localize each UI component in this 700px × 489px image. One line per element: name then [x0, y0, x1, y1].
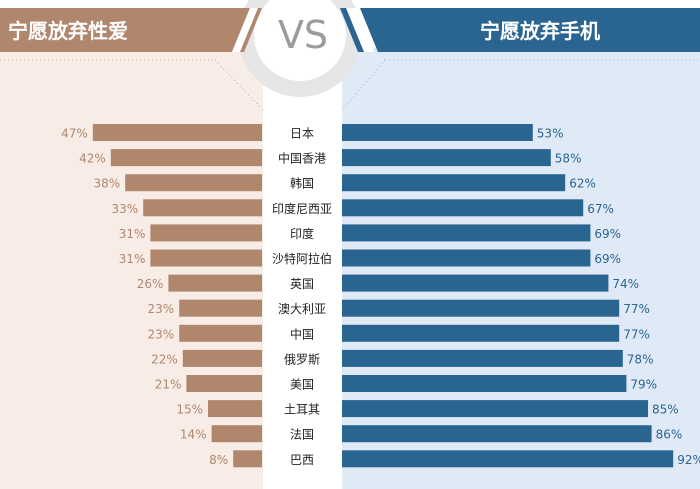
- right-value-label: 86%: [656, 428, 683, 442]
- left-value-label: 8%: [209, 453, 228, 467]
- category-label: 沙特阿拉伯: [272, 251, 332, 266]
- right-header-stripe: [346, 8, 374, 52]
- left-value-label: 14%: [180, 428, 207, 442]
- category-label: 英国: [290, 277, 314, 291]
- right-dotted-diagonal: [341, 59, 386, 111]
- right-bar: [342, 375, 627, 392]
- category-label: 俄罗斯: [284, 352, 320, 366]
- right-bar: [342, 450, 674, 468]
- left-bar: [150, 249, 262, 267]
- right-bar: [342, 199, 584, 217]
- right-bar: [342, 149, 551, 167]
- right-value-label: 77%: [623, 327, 650, 341]
- category-label: 美国: [290, 378, 314, 392]
- left-bar: [208, 400, 262, 418]
- left-bar: [150, 224, 262, 242]
- left-bar: [110, 149, 262, 167]
- category-label: 日本: [290, 127, 314, 141]
- category-label: 土耳其: [284, 403, 320, 417]
- right-value-label: 79%: [630, 378, 657, 392]
- category-label: 印度尼西亚: [272, 201, 332, 216]
- right-value-label: 74%: [612, 277, 639, 291]
- category-label: 法国: [290, 428, 314, 442]
- right-value-label: 67%: [587, 202, 614, 216]
- vs-label: VS: [278, 13, 328, 57]
- right-header-title: 宁愿放弃手机: [480, 19, 600, 43]
- right-bar: [342, 324, 620, 342]
- category-label: 巴西: [290, 453, 314, 467]
- left-value-label: 47%: [61, 127, 88, 141]
- left-header-stripe: [232, 8, 258, 52]
- left-bar: [211, 425, 262, 443]
- left-bar: [186, 375, 262, 392]
- left-value-label: 26%: [137, 277, 164, 291]
- right-value-label: 58%: [555, 152, 582, 166]
- right-panel-background: [342, 48, 700, 489]
- left-bar: [125, 174, 262, 192]
- right-bar: [342, 299, 620, 317]
- left-value-label: 15%: [176, 403, 203, 417]
- left-bar: [179, 299, 262, 317]
- category-label: 澳大利亚: [278, 302, 326, 316]
- right-value-label: 62%: [569, 177, 596, 191]
- left-bar: [179, 324, 262, 342]
- left-value-label: 33%: [112, 202, 139, 216]
- right-value-label: 77%: [623, 302, 650, 316]
- chart-marks: 日本 47% 53% 中国香港 42% 58% 韩国 38% 62% 印度尼西亚 33% 67% 印度 3…: [61, 124, 700, 468]
- vs-inner-circle: [254, 0, 346, 81]
- left-value-label: 42%: [79, 152, 106, 166]
- left-value-label: 31%: [119, 252, 146, 266]
- right-bar: [342, 249, 591, 267]
- right-value-label: 69%: [594, 252, 621, 266]
- category-label: 印度: [290, 226, 314, 241]
- right-bar: [342, 349, 623, 367]
- left-header-title: 宁愿放弃性爱: [8, 19, 128, 43]
- right-bar: [342, 174, 566, 192]
- left-value-label: 38%: [94, 177, 121, 191]
- left-bar: [182, 349, 262, 367]
- right-bar: [342, 425, 652, 443]
- left-panel-background: [0, 48, 263, 489]
- category-label: 韩国: [290, 176, 314, 191]
- right-value-label: 69%: [594, 227, 621, 241]
- left-bar: [92, 124, 262, 141]
- right-bar: [342, 274, 609, 292]
- left-value-label: 23%: [148, 302, 175, 316]
- right-header-band: [360, 8, 700, 52]
- left-bar: [168, 274, 262, 292]
- right-bar: [342, 124, 533, 141]
- category-label: 中国香港: [278, 151, 326, 166]
- left-bar: [233, 450, 262, 468]
- right-header-accent: [340, 8, 364, 52]
- left-header-accent: [240, 8, 262, 52]
- right-value-label: 78%: [627, 352, 654, 366]
- category-label: 中国: [290, 326, 314, 341]
- left-header-band: [0, 8, 250, 52]
- left-value-label: 22%: [151, 352, 178, 366]
- left-value-label: 21%: [155, 378, 182, 392]
- right-bar: [342, 400, 648, 418]
- right-value-label: 53%: [537, 127, 564, 141]
- left-value-label: 23%: [148, 327, 175, 341]
- left-bar: [143, 199, 262, 217]
- right-value-label: 85%: [652, 403, 679, 417]
- right-value-label: 92%: [677, 453, 700, 467]
- left-value-label: 31%: [119, 227, 146, 241]
- right-bar: [342, 224, 591, 242]
